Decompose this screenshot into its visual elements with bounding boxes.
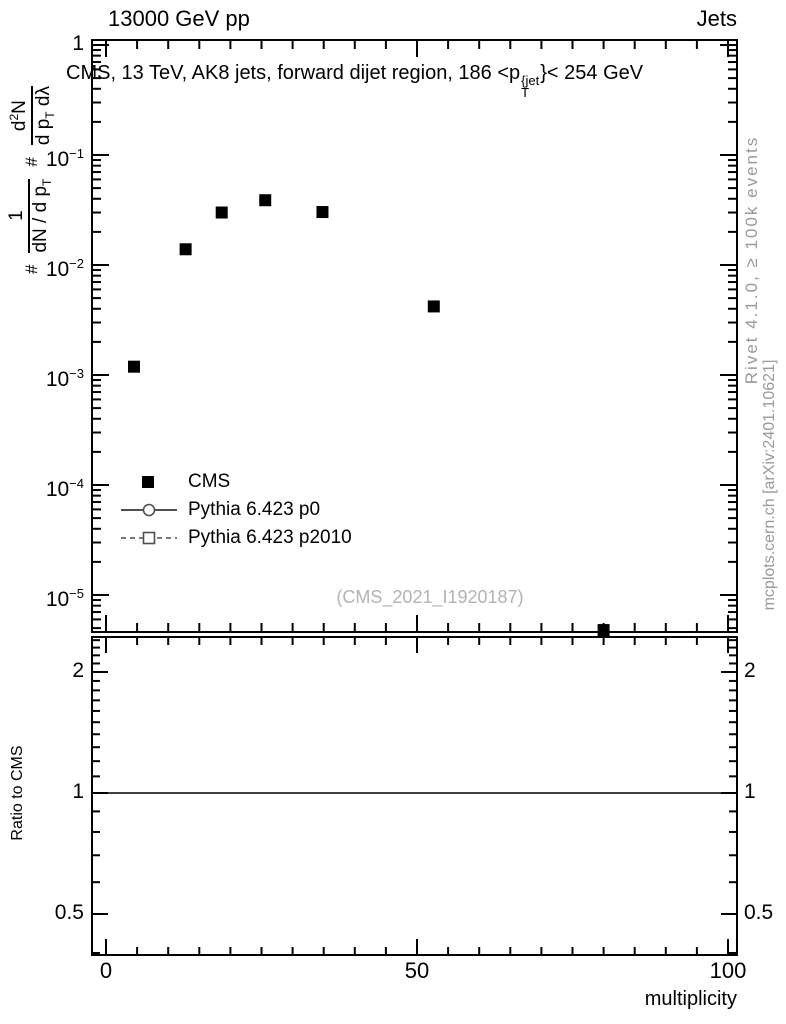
cms-data-points	[127, 194, 610, 637]
pt-jet-supsub: {jet T	[521, 73, 540, 100]
legend-label: CMS	[188, 471, 231, 492]
legend-label: Pythia 6.423 p0	[188, 499, 321, 520]
observable-title: CMS, 13 TeV, AK8 jets, forward dijet reg…	[66, 62, 644, 100]
ratio-series	[128, 619, 609, 1024]
x-tick-label: 50	[404, 958, 430, 983]
legend-label: Pythia 6.423 p2010	[188, 527, 352, 548]
ratio-uncertainty-bands	[102, 679, 736, 953]
main-y-tick-label: 10−2	[45, 256, 84, 281]
ratio-y-tick-label-right: 0.5	[744, 901, 774, 924]
main-y-tick-label: 10−3	[45, 366, 84, 391]
ratio-y-tick-label-right: 1	[744, 780, 756, 803]
analysis-group-title: Jets	[696, 6, 737, 31]
open-circle-solid-line-icon	[121, 503, 177, 517]
legend-item-pythia-p0: Pythia 6.423 p0	[120, 496, 352, 524]
main-y-tick-label: 10−1	[45, 146, 84, 171]
mcplots-caption: mcplots.cern.ch [arXiv:2401.10621]	[761, 359, 778, 611]
filled-square-icon	[142, 476, 154, 488]
legend-item-cms: CMS	[120, 468, 352, 496]
beam-title: 13000 GeV pp	[108, 6, 250, 31]
x-axis-label: multiplicity	[644, 988, 737, 1010]
x-tick-label: 0	[99, 958, 113, 983]
main-y-tick-label: 10−4	[45, 476, 84, 501]
ratio-y-tick-label-left: 1	[72, 780, 84, 803]
ratio-y-tick-label-left: 2	[72, 658, 84, 682]
x-tick-label: 100	[709, 958, 747, 983]
main-y-tick-label: 1	[72, 32, 84, 55]
main-y-tick-label: 10−5	[45, 586, 84, 611]
open-square-dashed-line-icon	[121, 531, 177, 545]
fraction-1: 1 dN / d pT	[6, 178, 54, 253]
legend: CMS Pythia 6.423 p0 Pythia 6.423 p2010	[120, 468, 352, 552]
legend-item-pythia-p2010: Pythia 6.423 p2010	[120, 524, 352, 552]
fraction-2: d2N d pT dλ	[7, 86, 57, 146]
ratio-y-tick-label-right: 2	[744, 658, 756, 682]
y-axis-label: # 1 dN / d pT # d2N d pT dλ	[2, 20, 62, 340]
ratio-y-tick-label-left: 0.5	[54, 901, 84, 924]
analysis-id-watermark: (CMS_2021_I1920187)	[336, 587, 524, 607]
